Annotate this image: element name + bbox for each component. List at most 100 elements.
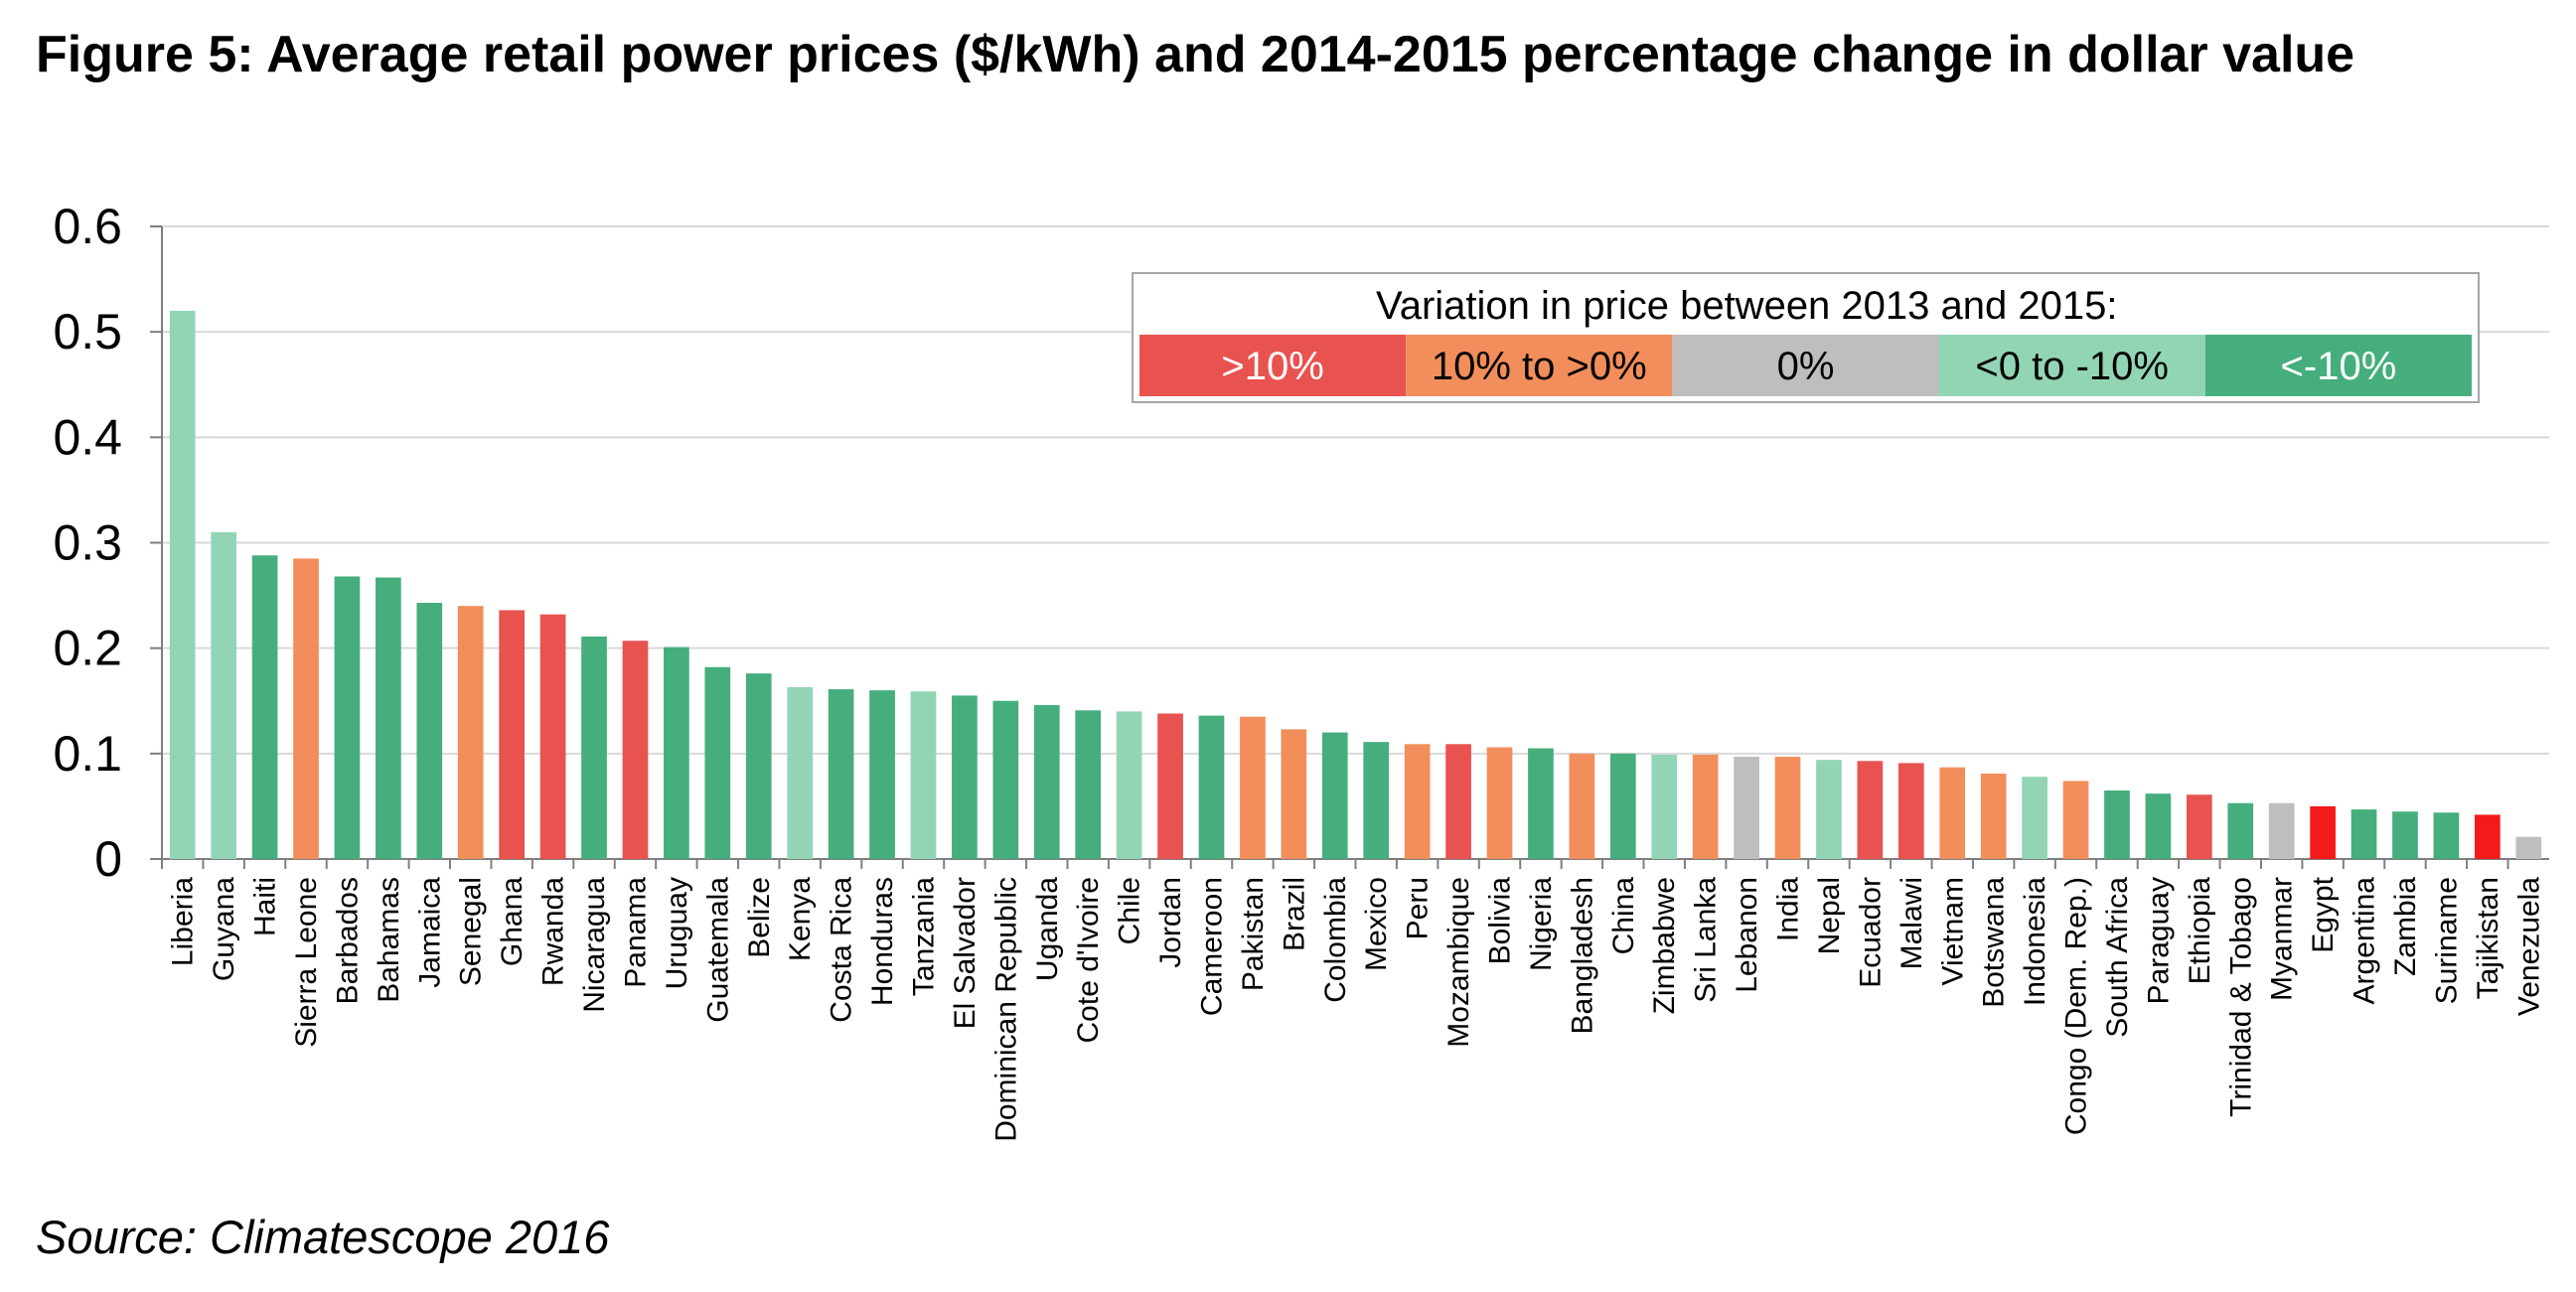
bar-zimbabwe — [1651, 754, 1678, 859]
x-tick-label: Ethiopia — [2184, 877, 2216, 985]
bar-cameroon — [1198, 715, 1225, 859]
x-tick-label: Senegal — [455, 877, 488, 986]
x-tick-label: Zambia — [2389, 877, 2422, 976]
x-tick-label: Nepal — [1813, 877, 1846, 954]
bar-rwanda — [539, 614, 566, 859]
bar-belize — [745, 673, 772, 859]
legend-label: <-10% — [2281, 345, 2397, 388]
bar-chile — [1116, 711, 1142, 859]
x-tick-label: Peru — [1402, 877, 1435, 939]
bar-tajikistan — [2475, 814, 2500, 859]
x-tick-label: Jordan — [1154, 877, 1187, 968]
y-tick-label: 0.5 — [53, 304, 122, 359]
legend-swatch — [1938, 335, 2205, 396]
x-tick-label: Egypt — [2307, 876, 2340, 952]
x-tick-label: Indonesia — [2019, 877, 2051, 1006]
x-tick-label: Costa Rica — [826, 877, 858, 1023]
legend-label: 10% to >0% — [1432, 345, 1647, 388]
x-tick-label: Kenya — [784, 877, 817, 961]
x-tick-label: Ghana — [496, 877, 529, 966]
x-tick-label: Zimbabwe — [1648, 877, 1681, 1014]
x-tick-label: Botswana — [1978, 877, 2011, 1008]
x-tick-label: Haiti — [249, 877, 282, 936]
bar-brazil — [1281, 729, 1307, 859]
bar-barbados — [334, 576, 361, 859]
bar-guyana — [211, 531, 236, 859]
legend-title: Variation in price between 2013 and 2015… — [1376, 284, 2117, 328]
bar-zambia — [2392, 811, 2418, 859]
y-tick-label: 0.3 — [53, 515, 122, 571]
bar-pakistan — [1240, 716, 1266, 859]
x-tick-label: Cameroon — [1195, 877, 1228, 1016]
bar-bangladesh — [1569, 753, 1595, 859]
bar-ecuador — [1857, 761, 1884, 859]
bar-nepal — [1816, 760, 1842, 859]
x-tick-label: Liberia — [167, 877, 200, 966]
bar-egypt — [2310, 805, 2336, 859]
y-tick-label: 0.4 — [53, 409, 122, 465]
bar-el-salvador — [952, 695, 978, 859]
x-tick-label: Ecuador — [1854, 877, 1887, 988]
x-tick-label: Sierra Leone — [290, 877, 323, 1048]
bar-china — [1609, 753, 1636, 859]
x-tick-label: Cote d'Ivoire — [1072, 877, 1105, 1043]
x-tick-label: Brazil — [1278, 877, 1310, 951]
x-tick-label: India — [1772, 877, 1805, 941]
x-tick-label: Argentina — [2349, 877, 2381, 1005]
x-tick-label: Guatemala — [701, 877, 734, 1023]
legend-label: <0 to -10% — [1975, 345, 2169, 388]
bar-guatemala — [704, 666, 731, 859]
bar-costa-rica — [828, 689, 854, 859]
bar-ethiopia — [2186, 794, 2212, 859]
bar-congo-dem-rep — [2062, 781, 2089, 859]
legend: Variation in price between 2013 and 2015… — [1132, 272, 2480, 403]
x-tick-label: Venezuela — [2512, 877, 2545, 1016]
x-tick-label: Suriname — [2430, 877, 2463, 1004]
bar-botswana — [1980, 774, 2007, 859]
bar-indonesia — [2022, 777, 2047, 859]
source-note: Source: Climatescope 2016 — [36, 1211, 610, 1263]
x-tick-label: Lebanon — [1731, 877, 1763, 993]
bar-sierra-leone — [293, 558, 319, 859]
legend-swatch — [1672, 335, 1939, 396]
legend-label: 0% — [1777, 345, 1835, 388]
bar-kenya — [787, 686, 814, 859]
bar-india — [1774, 757, 1801, 859]
bar-argentina — [2350, 809, 2377, 859]
bar-cote-d-ivoire — [1075, 710, 1102, 859]
chart-title: Figure 5: Average retail power prices ($… — [36, 26, 2354, 83]
y-tick-label: 0 — [94, 831, 122, 887]
x-tick-label: Sri Lanka — [1690, 877, 1723, 1003]
x-tick-label: Jamaica — [413, 877, 446, 988]
bar-paraguay — [2145, 793, 2172, 859]
x-tick-label: Vietnam — [1936, 877, 1969, 986]
bar-nigeria — [1528, 748, 1554, 859]
x-tick-label: Tajikistan — [2472, 877, 2504, 999]
y-tick-label: 0.2 — [53, 621, 122, 676]
legend-swatch — [2204, 335, 2472, 396]
bar-colombia — [1321, 732, 1348, 859]
bar-lebanon — [1734, 757, 1759, 859]
x-tick-label: Mozambique — [1442, 877, 1475, 1048]
x-tick-label: Bahamas — [373, 877, 405, 1003]
bar-trinidad-tobago — [2227, 802, 2254, 859]
y-tick-label: 0.6 — [53, 199, 122, 254]
bar-uganda — [1033, 704, 1060, 859]
bar-venezuela — [2515, 836, 2542, 859]
bar-vietnam — [1939, 767, 1966, 859]
bar-panama — [622, 641, 649, 859]
x-tick-label: Chile — [1114, 877, 1146, 944]
x-tick-label: Mexico — [1360, 877, 1393, 971]
bar-honduras — [869, 690, 895, 859]
bar-mozambique — [1445, 744, 1471, 859]
x-tick-label: Nicaragua — [578, 877, 611, 1013]
x-tick-label: Bangladesh — [1566, 877, 1598, 1034]
x-tick-label: Panama — [619, 877, 652, 988]
y-axis-ticks: 0 0.1 0.2 0.3 0.4 0.5 0.6 — [53, 199, 162, 887]
bar-uruguay — [664, 646, 689, 859]
x-axis-labels: Liberia Guyana Haiti Sierra Leone Barbados Ba… — [161, 859, 2545, 1142]
bar-suriname — [2433, 812, 2460, 859]
x-tick-label: El Salvador — [949, 877, 982, 1029]
x-tick-label: Colombia — [1319, 877, 1352, 1003]
